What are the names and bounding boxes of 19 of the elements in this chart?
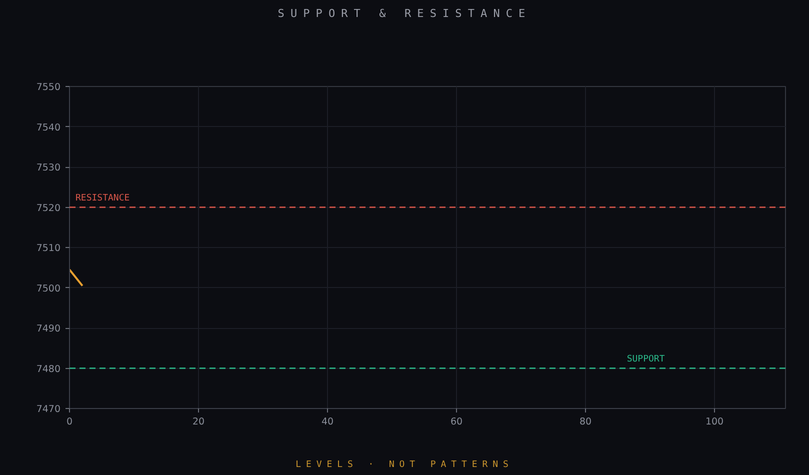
y-tick-label: 7490 — [36, 324, 61, 334]
y-tick-label: 7500 — [36, 283, 61, 294]
ref-line-label: RESISTANCE — [76, 193, 130, 204]
ref-line-label: SUPPORT — [626, 354, 666, 364]
x-tick-label: 60 — [450, 416, 463, 428]
y-tick-label: 7540 — [36, 122, 61, 134]
x-tick-label: 20 — [192, 416, 205, 428]
x-tick-label: 0 — [66, 416, 73, 428]
chart-title: SUPPORT & RESISTANCE — [278, 7, 532, 20]
x-tick-label: 100 — [705, 416, 724, 428]
y-tick-label: 7470 — [36, 404, 61, 415]
x-tick-label: 40 — [321, 416, 334, 428]
y-tick-label: 7510 — [36, 243, 61, 254]
x-tick-label: 80 — [579, 416, 592, 428]
y-tick-label: 7480 — [36, 364, 61, 375]
y-tick-label: 7550 — [36, 82, 61, 93]
y-tick-label: 7520 — [36, 202, 61, 214]
y-tick-label: 7530 — [36, 162, 61, 174]
annotation: LEVELS · NOT PATTERNS — [296, 460, 514, 470]
